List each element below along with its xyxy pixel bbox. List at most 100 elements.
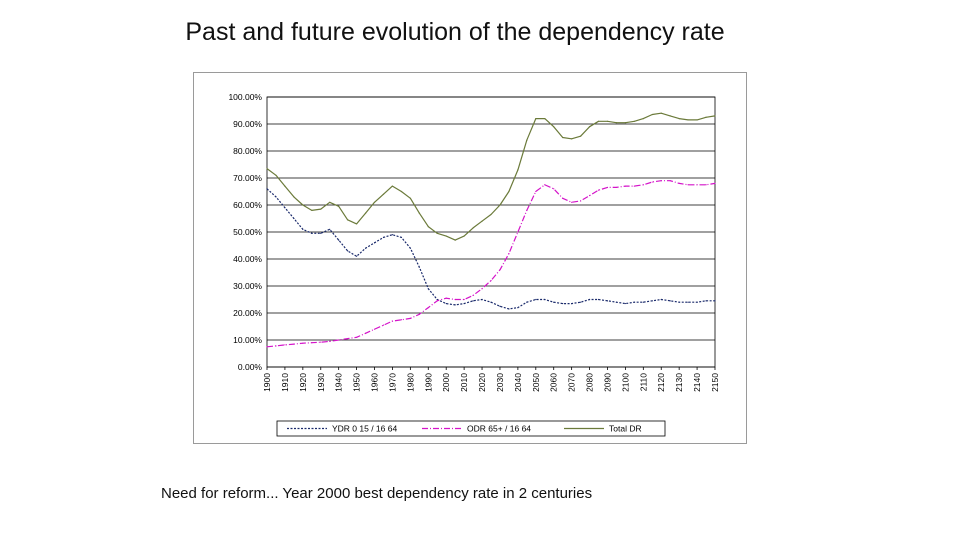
x-tick-label: 1940: [334, 373, 344, 392]
series-1-point: [705, 300, 707, 302]
series-3-point: [624, 122, 626, 124]
series-2-point: [642, 184, 644, 186]
series-2-point: [293, 343, 295, 345]
series-1-point: [624, 302, 626, 305]
series-1-point: [535, 298, 537, 301]
series-3-point: [660, 112, 662, 114]
series-1-point: [445, 302, 447, 305]
series-1-point: [427, 288, 429, 290]
legend-label-3: Total DR: [609, 424, 642, 434]
x-tick-label: 2140: [692, 373, 702, 392]
y-tick-label: 0.00%: [238, 362, 263, 372]
series-2-point: [302, 342, 304, 344]
series-2-point: [490, 280, 492, 282]
series-2-point: [714, 182, 716, 184]
chart-frame: 0.00% 10.00% 20.00% 30.00% 40.00% 50.00% 60.00…: [193, 72, 747, 444]
series-2-point: [356, 336, 358, 338]
series-1-point: [320, 232, 322, 234]
series-2-point: [275, 345, 277, 347]
x-tick-label: 2080: [585, 373, 595, 392]
series-line-3: [266, 112, 716, 241]
series-2-point: [373, 328, 376, 330]
series-2-point: [562, 197, 564, 199]
series-1-point: [553, 301, 555, 303]
series-3-point: [588, 126, 591, 128]
series-3-point: [311, 209, 313, 211]
x-tick-label: 2110: [638, 373, 648, 392]
series-1-point: [696, 301, 698, 303]
series-2-point: [553, 188, 555, 190]
series-1-point: [615, 301, 618, 303]
series-3-point: [508, 190, 510, 193]
series-2-point: [508, 253, 510, 255]
series-1-point: [347, 250, 349, 252]
series-2-point: [329, 340, 331, 342]
series-1-point: [481, 298, 483, 301]
series-3-point: [338, 205, 340, 207]
series-2-point: [606, 186, 609, 189]
series-3-point: [678, 118, 680, 120]
y-tick-label: 60.00%: [233, 200, 262, 210]
x-tick-label: 2150: [710, 373, 720, 392]
x-tick-label: 2010: [459, 373, 469, 392]
x-tick-label: 1920: [298, 373, 308, 392]
series-1-point: [364, 247, 367, 249]
series-3-point: [382, 193, 385, 195]
series-3-point: [400, 190, 402, 193]
series-1-point: [669, 300, 671, 302]
y-tick-label: 80.00%: [233, 146, 262, 156]
series-3-point: [526, 139, 528, 141]
series-2-point: [535, 190, 537, 193]
series-1-point: [391, 234, 394, 236]
series-2-point: [660, 180, 662, 182]
series-3-point: [535, 118, 537, 120]
series-2-point: [633, 185, 635, 187]
series-2-point: [615, 186, 618, 189]
x-tick-label: 1930: [316, 373, 326, 392]
series-2-point: [454, 298, 456, 301]
series-2-point: [678, 182, 680, 184]
x-tick-label: 1990: [423, 373, 433, 392]
x-tick-label: 2020: [477, 373, 487, 392]
legend-label-2: ODR 65+ / 16 64: [467, 424, 531, 434]
x-tick-label: 1960: [370, 373, 380, 392]
series-1-point: [311, 232, 313, 234]
series-3-point: [714, 115, 716, 117]
series-1-point: [562, 302, 564, 305]
series-1-point: [266, 188, 268, 190]
series-1-point: [356, 255, 358, 257]
series-1-point: [490, 301, 492, 303]
series-3-point: [490, 213, 492, 216]
series-3-point: [275, 174, 277, 176]
series-1-point: [338, 239, 340, 241]
series-2-point: [499, 269, 501, 271]
series-2-point: [696, 184, 698, 186]
series-1-point: [571, 302, 573, 305]
series-1-point: [436, 298, 438, 301]
series-2-point: [427, 307, 429, 309]
legend-box: [276, 420, 666, 437]
series-2-point: [400, 319, 402, 321]
legend-label-1: YDR 0 15 / 16 64: [332, 424, 397, 434]
series-2-point: [580, 200, 582, 202]
series-2-point: [517, 231, 519, 233]
dependency-rate-chart: 0.00% 10.00% 20.00% 30.00% 40.00% 50.00% 60.00…: [228, 92, 720, 437]
y-tick-label: 70.00%: [233, 173, 262, 183]
series-3-point: [454, 239, 456, 241]
plot-area-border: [266, 96, 716, 368]
series-3-point: [409, 197, 411, 199]
y-tick-label: 10.00%: [233, 335, 262, 345]
series-2-point: [526, 209, 528, 211]
series-1-point: [454, 304, 456, 306]
series-2-point: [364, 332, 367, 334]
series-3-point: [615, 122, 618, 124]
series-3-point: [347, 219, 349, 221]
x-tick-label: 2050: [531, 373, 541, 392]
series-3-point: [391, 185, 394, 187]
series-1-point: [409, 247, 411, 249]
series-2-point: [624, 185, 626, 187]
series-2-point: [409, 317, 411, 319]
series-1-point: [651, 300, 653, 302]
series-1-point: [606, 300, 609, 302]
series-1-point: [580, 301, 582, 303]
